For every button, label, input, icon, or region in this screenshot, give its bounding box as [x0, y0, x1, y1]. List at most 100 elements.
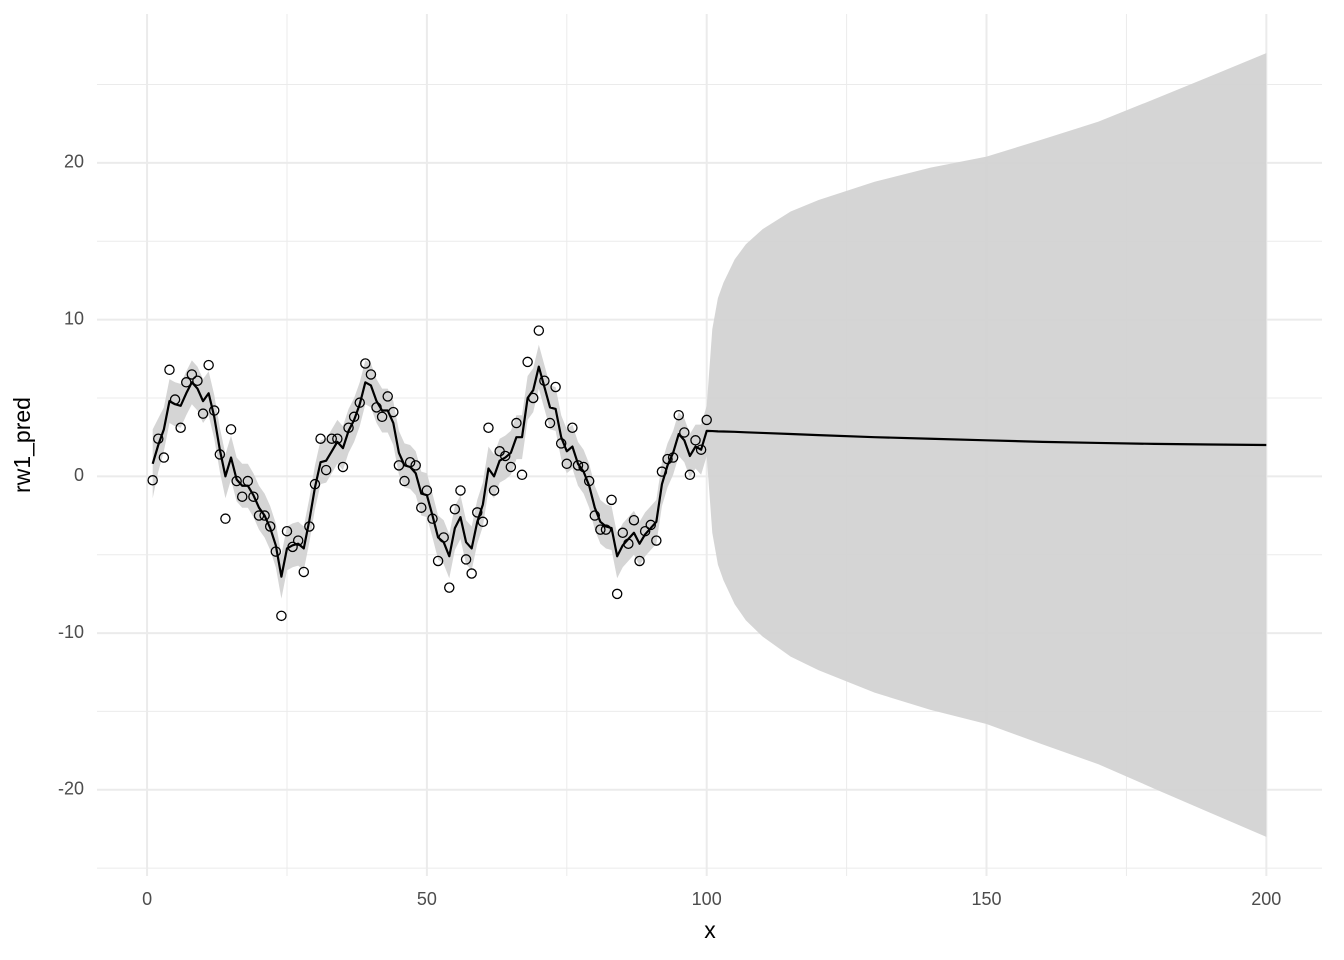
- data-point: [695, 444, 707, 455]
- data-point: [225, 424, 237, 435]
- data-point: [578, 461, 589, 473]
- data-point: [690, 435, 701, 446]
- data-point: [416, 502, 427, 513]
- data-point: [511, 417, 522, 429]
- data-point: [326, 433, 338, 444]
- data-point: [438, 532, 449, 543]
- data-point: [192, 375, 203, 386]
- data-point: [639, 525, 651, 537]
- data-point: [555, 438, 567, 449]
- data-point: [628, 514, 640, 526]
- data-point: [600, 524, 612, 535]
- data-point: [466, 568, 477, 579]
- data-point: [181, 377, 192, 388]
- data-point: [421, 485, 433, 496]
- data-point: [259, 510, 270, 521]
- data-point: [595, 524, 606, 535]
- data-point: [231, 475, 242, 487]
- data-point: [248, 491, 259, 502]
- data-point: [651, 535, 662, 546]
- data-point: [539, 375, 550, 386]
- data-point: [158, 452, 170, 463]
- data-point: [432, 555, 444, 567]
- data-point: [292, 535, 304, 546]
- data-point: [304, 521, 315, 532]
- data-point: [656, 466, 668, 477]
- data-point: [186, 369, 198, 380]
- data-point: [388, 406, 399, 418]
- fit-line: [151, 365, 1267, 578]
- y-tick-label: 10: [64, 308, 84, 328]
- data-point: [505, 461, 517, 473]
- data-point: [320, 464, 332, 476]
- data-point: [175, 422, 186, 434]
- data-point: [617, 527, 629, 539]
- data-point: [427, 513, 438, 524]
- data-point: [567, 422, 578, 434]
- data-point: [606, 494, 617, 506]
- data-point: [393, 460, 405, 471]
- x-tick-label: 150: [971, 889, 1001, 909]
- data-point: [684, 469, 696, 481]
- data-point: [332, 433, 343, 444]
- data-point: [561, 458, 573, 470]
- data-point: [337, 461, 349, 473]
- data-point: [488, 485, 500, 496]
- data-point: [483, 422, 494, 434]
- data-point: [354, 397, 365, 408]
- data-point: [348, 411, 360, 423]
- data-point: [645, 519, 656, 531]
- data-point: [281, 525, 293, 537]
- y-axis-title: rw1_pred: [9, 397, 35, 493]
- data-point: [309, 478, 321, 490]
- data-point: [343, 422, 354, 434]
- data-point: [315, 433, 326, 444]
- data-point: [572, 460, 584, 471]
- data-point: [611, 588, 623, 600]
- data-point: [667, 452, 679, 463]
- data-point: [270, 546, 282, 557]
- data-point: [634, 555, 645, 567]
- data-point: [404, 456, 416, 468]
- data-point: [253, 510, 265, 521]
- data-point: [679, 427, 690, 438]
- data-point: [449, 504, 461, 515]
- data-point: [287, 541, 298, 553]
- data-point: [371, 402, 382, 413]
- data-point: [589, 510, 601, 521]
- data-point: [701, 414, 712, 426]
- data-point: [382, 391, 393, 402]
- data-point: [153, 433, 164, 444]
- data-point: [544, 417, 556, 429]
- data-point: [208, 405, 220, 416]
- data-point: [399, 475, 410, 487]
- x-tick-label: 50: [417, 889, 437, 909]
- data-point: [164, 364, 175, 376]
- data-point: [236, 491, 248, 502]
- data-point: [276, 610, 287, 622]
- x-axis-title: x: [704, 917, 716, 943]
- data-point: [169, 394, 181, 405]
- data-point: [214, 449, 226, 460]
- data-point: [583, 475, 595, 487]
- data-point: [460, 554, 472, 565]
- x-tick-label: 0: [142, 889, 152, 909]
- data-point: [220, 513, 231, 524]
- data-point: [203, 359, 214, 371]
- data-point: [527, 392, 539, 404]
- y-tick-label: 0: [74, 465, 84, 485]
- data-point: [550, 381, 561, 393]
- data-point: [533, 325, 545, 336]
- data-point: [516, 469, 528, 481]
- data-point: [623, 538, 634, 549]
- data-point: [444, 582, 455, 593]
- data-point: [455, 485, 466, 496]
- data-point: [477, 516, 489, 528]
- data-point: [242, 475, 254, 487]
- data-point: [410, 460, 421, 471]
- y-tick-label: -10: [58, 622, 84, 642]
- data-point: [522, 356, 533, 368]
- data-point: [298, 566, 310, 578]
